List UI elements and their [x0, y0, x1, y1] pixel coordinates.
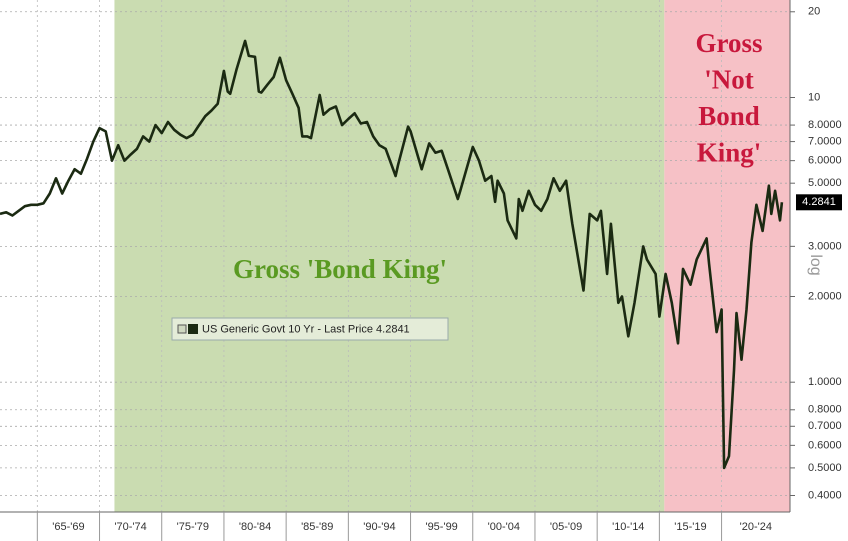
last-price-box [796, 194, 842, 211]
grid [0, 0, 790, 512]
last-price-label: 4.2841 [802, 196, 836, 208]
x-tick-label: '65-'69 [52, 521, 84, 533]
y-tick-label: 5.0000 [808, 177, 842, 189]
y-tick-label: 7.0000 [808, 135, 842, 147]
y-tick-label: 2.0000 [808, 290, 842, 302]
annotation-line: King' [697, 138, 762, 168]
y-tick-label: 1.0000 [808, 376, 842, 388]
x-tick-label: '90-'94 [363, 521, 395, 533]
y-tick-label: 6.0000 [808, 155, 842, 167]
y-tick-label: 0.7000 [808, 420, 842, 432]
y-tick-label: 10 [808, 91, 820, 103]
annotation-line: Bond [698, 101, 760, 131]
x-axis-band [0, 512, 790, 541]
y-tick-label: 8.0000 [808, 119, 842, 131]
x-tick-label: '15-'19 [674, 521, 706, 533]
regions [114, 0, 790, 512]
annotation-line: 'Not [704, 65, 754, 95]
x-tick-label: '05-'09 [550, 521, 582, 533]
x-tick-label: '00-'04 [488, 521, 520, 533]
y-tick-label: 0.6000 [808, 439, 842, 451]
legend: US Generic Govt 10 Yr - Last Price 4.284… [171, 317, 449, 341]
legend-label: US Generic Govt 10 Yr - Last Price 4.284… [202, 323, 410, 335]
annotation: Gross 'Bond King' [233, 254, 447, 284]
annotation: Gross 'Not Bond King' [695, 28, 762, 168]
x-tick-label: '95-'99 [425, 521, 457, 533]
x-tick-label: '75-'79 [177, 521, 209, 533]
y-tick-label: 20 [808, 6, 820, 18]
x-tick-label: '10-'14 [612, 521, 644, 533]
x-tick-label: '85-'89 [301, 521, 333, 533]
annotation-line: Gross [695, 28, 762, 58]
lines [0, 39, 784, 470]
y-tick-label: 0.8000 [808, 404, 842, 416]
x-tick-label: '80-'84 [239, 521, 271, 533]
legend-swatch [188, 324, 198, 334]
legend-icon [177, 324, 187, 334]
y-tick-label: 0.5000 [808, 462, 842, 474]
line-series [0, 39, 784, 470]
axis-label: log [807, 254, 824, 275]
legend-box [171, 317, 449, 341]
x-tick-label: '20-'24 [740, 521, 772, 533]
y-tick-label: 3.0000 [808, 240, 842, 252]
x-tick-label: '70-'74 [114, 521, 146, 533]
y-tick-label: 0.4000 [808, 489, 842, 501]
